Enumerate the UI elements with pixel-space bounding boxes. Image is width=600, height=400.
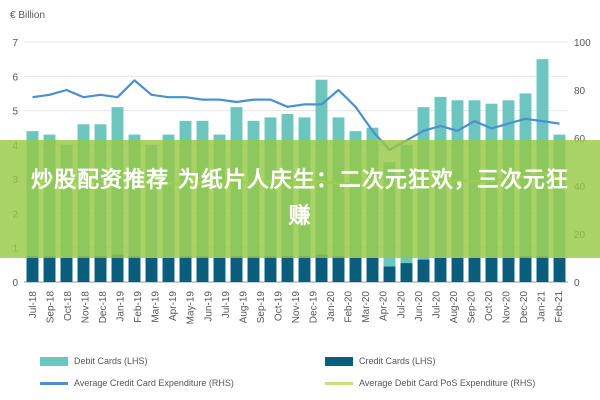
- legend-item-avg-debit: Average Debit Card PoS Expenditure (RHS): [325, 378, 535, 388]
- legend-label-debit: Debit Cards (LHS): [74, 356, 148, 366]
- bar-credit: [111, 254, 124, 282]
- overlay-banner: 炒股配资推荐 为纸片人庆生：二次元狂欢，三次元狂赚: [0, 140, 600, 258]
- legend-swatch-avg-credit: [40, 381, 68, 385]
- bar-credit: [366, 258, 379, 282]
- x-tick-label: Jun-19: [203, 291, 214, 322]
- x-tick-label: Oct-19: [274, 291, 285, 321]
- bar-credit: [383, 266, 396, 282]
- bar-credit: [196, 256, 209, 282]
- legend-swatch-credit: [325, 356, 353, 366]
- x-tick-label: Jul-20: [396, 291, 407, 319]
- x-tick-label: Oct-20: [484, 291, 495, 321]
- x-tick-label: Jul-19: [221, 291, 232, 319]
- bar-credit: [434, 258, 447, 282]
- legend-item-debit: Debit Cards (LHS): [40, 356, 148, 366]
- bar-credit: [281, 256, 294, 282]
- legend-swatch-avg-debit: [325, 381, 353, 385]
- legend-item-avg-credit: Average Credit Card Expenditure (RHS): [40, 378, 234, 388]
- left-tick-label: 6: [12, 72, 18, 83]
- bar-credit: [230, 256, 243, 282]
- bar-credit: [298, 256, 311, 282]
- bar-credit: [315, 254, 328, 282]
- legend-label-avg-debit: Average Debit Card PoS Expenditure (RHS): [359, 378, 536, 388]
- bar-credit: [264, 256, 277, 282]
- x-tick-label: Nov-20: [502, 291, 513, 324]
- x-tick-label: Mar-20: [361, 291, 372, 323]
- x-tick-label: Sep-18: [45, 291, 56, 324]
- bar-credit: [400, 263, 413, 282]
- x-tick-label: Dec-19: [309, 291, 320, 324]
- x-tick-label: Sep-20: [467, 291, 478, 324]
- x-tick-label: May-19: [186, 291, 197, 325]
- right-tick-label: 0: [574, 278, 580, 289]
- bar-credit: [536, 256, 549, 282]
- bar-credit: [94, 256, 107, 282]
- right-tick-label: 80: [574, 86, 586, 97]
- x-tick-label: Nov-18: [80, 291, 91, 324]
- bar-credit: [417, 259, 430, 282]
- x-tick-label: Jan-19: [116, 291, 127, 322]
- x-axis-ticks: Jul-18 Sep-18 Oct-18 Nov-18 Dec-18 Jan-19 Feb-…: [28, 291, 565, 325]
- bar-credit: [349, 258, 362, 282]
- bar-credit: [77, 256, 90, 282]
- x-tick-label: Feb-20: [344, 291, 355, 323]
- bar-credit: [145, 258, 158, 282]
- x-tick-label: Dec-20: [519, 291, 530, 324]
- bar-credit: [128, 256, 141, 282]
- x-tick-label: Aug-20: [449, 291, 460, 324]
- bar-credit: [26, 256, 39, 282]
- bar-credit: [553, 258, 566, 282]
- x-tick-label: Nov-19: [291, 291, 302, 324]
- x-tick-label: Sep-19: [256, 291, 267, 324]
- x-tick-label: Apr-20: [379, 291, 390, 321]
- bar-credit: [179, 256, 192, 282]
- x-tick-label: Jun-20: [414, 291, 425, 322]
- bar-credit: [162, 258, 175, 282]
- left-tick-label: 7: [12, 38, 18, 49]
- bar-credit: [60, 258, 73, 282]
- unit-label: € Billion: [10, 10, 46, 21]
- left-tick-label: 0: [12, 278, 18, 289]
- bar-credit: [43, 256, 56, 282]
- legend-swatch-debit: [40, 356, 68, 366]
- legend-label-credit: Credit Cards (LHS): [359, 356, 436, 366]
- x-tick-label: Jul-18: [28, 291, 39, 319]
- legend: Debit Cards (LHS) Credit Cards (LHS) Ave…: [40, 356, 600, 400]
- line-avg-credit: [32, 79, 560, 152]
- x-tick-label: Feb-19: [133, 291, 144, 323]
- x-tick-label: Jan-20: [326, 291, 337, 322]
- bar-credit: [485, 258, 498, 282]
- bar-credit: [468, 258, 481, 282]
- bar-credit: [519, 256, 532, 282]
- bar-credit: [332, 256, 345, 282]
- overlay-headline: 炒股配资推荐 为纸片人庆生：二次元狂欢，三次元狂赚: [31, 168, 569, 229]
- x-tick-label: Feb-21: [554, 291, 565, 323]
- legend-label-avg-credit: Average Credit Card Expenditure (RHS): [74, 378, 234, 388]
- right-tick-label: 60: [574, 134, 586, 145]
- right-tick-label: 100: [574, 38, 591, 49]
- bar-credit: [213, 258, 226, 282]
- x-tick-label: Dec-18: [98, 291, 109, 324]
- left-tick-label: 5: [12, 107, 18, 118]
- x-tick-label: Oct-18: [63, 291, 74, 321]
- bar-credit: [451, 258, 464, 282]
- x-tick-label: Mar-19: [151, 291, 162, 323]
- x-tick-label: Jan-21: [537, 291, 548, 322]
- x-tick-label: Apr-19: [168, 291, 179, 321]
- bar-credit: [502, 258, 515, 282]
- bar-credit: [247, 256, 260, 282]
- legend-item-credit: Credit Cards (LHS): [325, 356, 436, 366]
- x-tick-label: Aug-19: [238, 291, 249, 324]
- x-tick-label: Jul-20: [431, 291, 442, 319]
